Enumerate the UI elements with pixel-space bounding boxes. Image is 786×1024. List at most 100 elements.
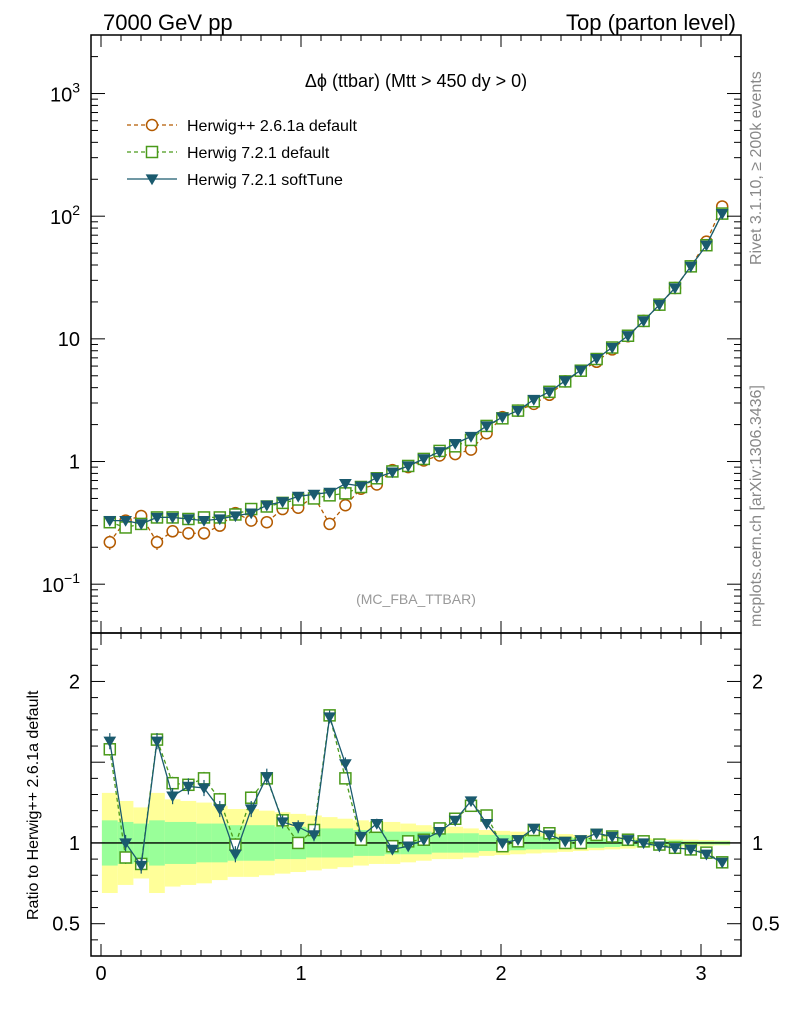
ratio-point [150,736,164,748]
y-tick-label: 103 [50,80,80,107]
ratio-point [354,831,368,843]
y-tick-label: 1 [69,452,80,474]
ratio-point [339,772,352,785]
main-panel [103,200,729,550]
ratio-point [323,712,336,724]
main-point [166,512,179,524]
ratio-point [291,836,305,850]
ratio-point [496,838,509,850]
main-point [291,491,305,503]
ratio-panel [91,709,741,894]
x-tick-label: 3 [695,963,706,985]
x-tick-label: 2 [495,963,506,985]
ratio-point [244,804,258,816]
main-point [417,454,431,466]
main-point [433,447,446,459]
y-tick-label: 10 [58,329,80,351]
y-tick-mantissa: 10 [50,85,72,107]
main-point [323,517,336,531]
main-point [605,342,619,354]
process-label: Top (parton level) [566,10,736,35]
ratio-point [339,759,352,771]
y-tick-mantissa: 10 [42,575,64,597]
ratio-point [527,823,541,835]
ratio-point [386,844,399,856]
ratio-point [684,844,698,856]
main-point [244,508,258,520]
ratio-point [370,818,384,830]
ratio-y-axis-label: Ratio to Herwig++ 2.6.1a default [25,690,42,920]
ratio-point [307,830,321,842]
mcplots-label: mcplots.cern.ch [arXiv:1306.3436] [748,385,765,627]
ratio-y-tick-label: 2 [69,671,80,693]
main-point [574,365,588,377]
main-point [464,431,478,443]
main-point [401,461,415,473]
ratio-point [119,851,132,864]
main-point [103,515,117,527]
main-point [339,499,352,512]
main-point [260,515,274,529]
main-point [715,208,729,220]
main-point [637,316,650,328]
main-point [496,412,509,424]
y-tick-exponent: 2 [72,202,80,218]
ratio-point [119,838,132,850]
main-point [150,512,164,524]
main-point [119,515,132,527]
y-tick-label: 102 [50,202,80,229]
main-point [229,511,242,523]
y-tick-exponent: 3 [72,80,80,96]
main-point [480,421,493,433]
ratio-point [668,843,682,855]
main-point [150,535,164,549]
ratio-point [543,830,556,842]
ratio-point [260,772,274,783]
y-tick-exponent: −1 [64,570,80,586]
main-point [354,481,368,493]
ratio-point [448,815,462,827]
ratio-point [637,838,650,850]
legend-label: Herwig 7.2.1 softTune [187,172,343,189]
y-tick-label: 10−1 [42,570,80,597]
plot-title: Δϕ (ttbar) (Mtt > 450 dy > 0) [305,71,527,91]
ratio-point [480,818,493,830]
rivet-label: Rivet 3.1.10, ≥ 200k events [748,71,765,265]
ratio-point [166,791,179,803]
main-point [386,467,399,479]
ratio-point [197,783,211,795]
ratio-point [134,860,148,872]
ratio-y-tick-label-right: 1 [752,833,763,855]
main-point [700,240,713,252]
legend-marker [145,118,159,132]
main-point [197,527,211,540]
ratio-point [417,835,431,846]
main-point [448,438,462,450]
ratio-y-tick-label-right: 0.5 [752,914,780,936]
main-point [684,261,698,273]
ratio-point [558,836,572,848]
ratio-point [605,831,619,843]
x-tick-label: 1 [295,963,306,985]
collision-label: 7000 GeV pp [103,10,233,35]
analysis-watermark: (MC_FBA_TTBAR) [356,591,476,607]
ratio-point [653,841,666,853]
ratio-series-line-0 [109,715,723,865]
ratio-point [182,781,195,793]
main-point [276,497,289,508]
legend-label: Herwig 7.2.1 default [187,145,330,162]
y-tick-mantissa: 10 [50,207,72,229]
main-point [103,535,117,549]
main-point [558,376,572,388]
ratio-y-tick-label: 0.5 [52,914,80,936]
ratio-point [433,827,446,838]
ratio-point [511,835,525,846]
main-series-line-0 [109,206,723,544]
main-point [307,489,321,501]
main-point [134,519,148,531]
main-point [668,283,682,295]
ratio-point [574,835,588,846]
main-point [527,394,541,406]
